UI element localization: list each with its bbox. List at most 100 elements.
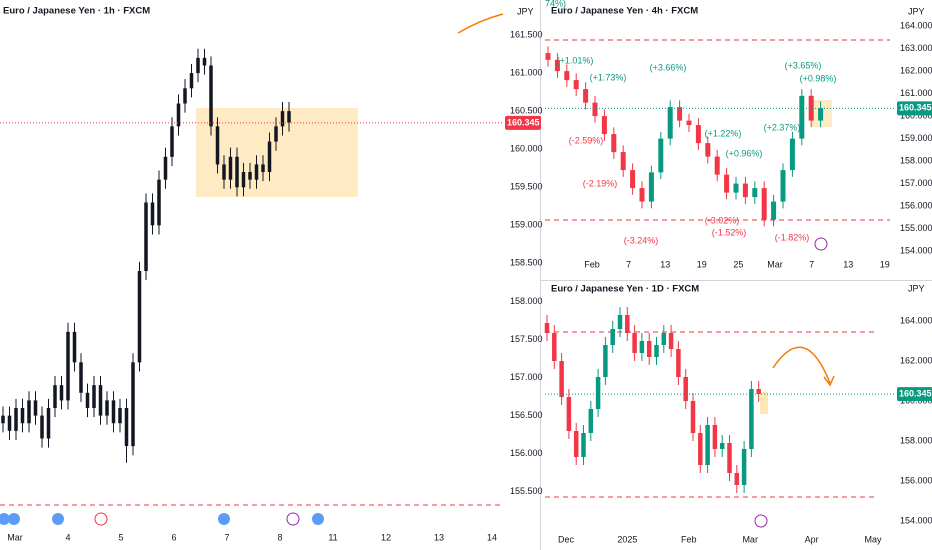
y-tick-label: 157.500 (510, 334, 543, 344)
change-annotation: (-2.59%) (569, 135, 604, 145)
change-annotation: (-2.19%) (583, 178, 618, 188)
y-tick-label: 159.000 (510, 220, 543, 230)
candle-body (545, 53, 551, 60)
x-tick-label: Mar (7, 532, 23, 542)
event-icons (0, 237, 828, 528)
event-icon[interactable] (312, 513, 324, 525)
y-tick-label: 161.000 (510, 67, 543, 77)
y-tick-label: 162.000 (900, 355, 932, 365)
price-label: 160.345 (899, 388, 932, 398)
candle-body (601, 116, 607, 135)
event-icon[interactable] (286, 512, 300, 526)
event-icon[interactable] (218, 513, 230, 525)
candle-body (686, 120, 692, 126)
x-tick-label: Feb (681, 534, 697, 544)
x-tick-label: 12 (381, 532, 391, 542)
candle-body (667, 107, 673, 139)
candle-body (610, 329, 615, 345)
candle-body (235, 156, 239, 188)
candle-body (695, 125, 701, 144)
x-tick-label: 6 (171, 532, 176, 542)
x-tick-label: 13 (434, 532, 444, 542)
candle-body (625, 315, 630, 333)
candle-body (131, 362, 135, 447)
x-tick-label: May (864, 534, 882, 544)
candle-body (611, 134, 617, 153)
candle-body (749, 389, 754, 449)
candle-body (248, 172, 252, 180)
candle-body (124, 408, 129, 447)
range-box (196, 108, 358, 197)
change-annotation: (+1.73%) (590, 72, 627, 82)
candle-body (209, 65, 213, 127)
x-tick-label: Dec (558, 534, 575, 544)
candle-body (677, 107, 683, 121)
candle-body (734, 473, 740, 485)
y-tick-label: 164.000 (900, 315, 932, 325)
x-tick-label: Mar (767, 259, 783, 269)
x-tick-label: 13 (843, 259, 853, 269)
candle-body (742, 183, 748, 198)
event-icon[interactable] (814, 237, 828, 251)
y-tick-label: 155.500 (510, 486, 543, 496)
candle-body (719, 443, 725, 449)
event-icon[interactable] (0, 513, 10, 525)
event-icon[interactable] (8, 513, 20, 525)
candle-body (157, 179, 161, 226)
x-tick-label: 19 (697, 259, 707, 269)
candle-body (559, 361, 564, 397)
candle-body (639, 188, 645, 202)
event-icon[interactable] (94, 512, 108, 526)
event-icon[interactable] (52, 513, 64, 525)
candle-body (668, 333, 674, 349)
y-tick-label: 163.000 (900, 43, 932, 53)
candle-body (595, 377, 601, 409)
candle-body (661, 333, 667, 345)
chart-title: Euro / Japanese Yen · 1D · FXCM (551, 284, 699, 295)
candle-body (741, 449, 747, 485)
candle-body (566, 397, 572, 431)
candle-body (85, 392, 90, 408)
candle-body (267, 141, 272, 173)
candle-body (150, 202, 155, 226)
candle-body (617, 315, 623, 329)
price-label: 160.345 (507, 117, 540, 127)
candle-body (658, 138, 664, 173)
y-tick-label: 156.000 (900, 200, 932, 210)
candle-body (20, 408, 25, 424)
x-tick-label: Feb (584, 259, 600, 269)
candle-body (144, 202, 148, 271)
change-annotation: (-1.82%) (775, 232, 810, 242)
candle-body (241, 172, 246, 188)
candle-body (592, 102, 598, 117)
candle-body (761, 188, 767, 220)
candle-body (287, 111, 291, 123)
candle-body (27, 400, 31, 424)
candle-body (228, 156, 233, 180)
candle-body (583, 89, 589, 103)
candle-body (581, 433, 586, 457)
event-icon[interactable] (754, 514, 768, 528)
chart-title: Euro / Japanese Yen · 4h · FXCM (551, 6, 698, 17)
price-label-box (897, 387, 932, 402)
candle-body (552, 333, 557, 361)
candle-body (137, 270, 142, 363)
y-tick-label: 155.000 (900, 223, 932, 233)
x-tick-label: 13 (660, 259, 670, 269)
candle-body (727, 443, 732, 473)
x-tick-label: 14 (487, 532, 497, 542)
candle-body (705, 143, 711, 157)
candle-body (818, 108, 824, 121)
price-label: 160.345 (899, 103, 932, 113)
candle-body (105, 400, 109, 416)
x-tick-label: 25 (733, 259, 743, 269)
y-tick-label: 158.000 (510, 296, 543, 306)
y-tick-label: 158.000 (900, 435, 932, 445)
candle-body (573, 431, 579, 457)
chart-title: Euro / Japanese Yen · 1h · FXCM (3, 6, 150, 17)
candle-body (163, 156, 168, 180)
candle-body (654, 345, 659, 357)
candle-body (698, 433, 703, 465)
y-tick-label: 160.000 (900, 110, 932, 120)
